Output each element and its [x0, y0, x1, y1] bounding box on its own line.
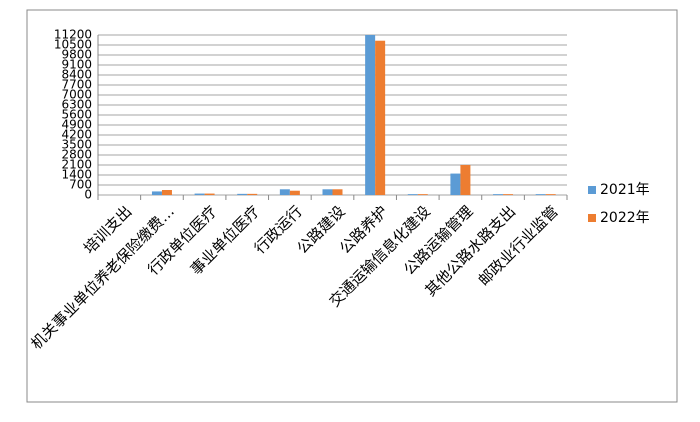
y-tick-label: 4900: [61, 118, 92, 132]
bar: [332, 189, 343, 195]
bar: [322, 189, 333, 195]
bar: [365, 35, 376, 195]
y-tick-label: 3500: [61, 138, 92, 152]
y-tick-label: 9100: [61, 58, 92, 72]
y-tick-label: 700: [69, 178, 92, 192]
y-tick-label: 9800: [61, 48, 92, 62]
bar: [247, 193, 258, 195]
bar: [204, 193, 215, 195]
bar: [161, 190, 172, 195]
bar: [237, 193, 248, 195]
y-tick-label: 8400: [61, 68, 92, 82]
legend-label: 2022年: [600, 210, 650, 226]
bar: [460, 165, 471, 195]
bar: [289, 190, 300, 195]
y-tick-label: 4200: [61, 128, 92, 142]
legend-swatch: [588, 186, 596, 194]
bar: [375, 40, 386, 195]
y-tick-label: 0: [84, 188, 92, 202]
y-tick-label: 6300: [61, 98, 92, 112]
y-tick-label: 2800: [61, 148, 92, 162]
y-tick-label: 2100: [61, 158, 92, 172]
y-tick-label: 1400: [61, 168, 92, 182]
y-tick-label: 5600: [61, 108, 92, 122]
bar: [535, 194, 546, 195]
bar: [194, 193, 205, 195]
bar: [450, 173, 461, 195]
bar: [407, 194, 418, 195]
y-tick-label: 7700: [61, 78, 92, 92]
legend-label: 2021年: [600, 182, 650, 198]
y-tick-label: 10500: [54, 38, 92, 52]
y-tick-label: 11200: [54, 28, 92, 42]
y-tick-label: 7000: [61, 88, 92, 102]
bar: [417, 194, 428, 195]
bar: [503, 194, 514, 195]
legend-swatch: [588, 214, 596, 222]
bar: [493, 194, 504, 195]
bar: [151, 191, 162, 195]
bar: [545, 194, 556, 195]
bar: [279, 189, 290, 195]
